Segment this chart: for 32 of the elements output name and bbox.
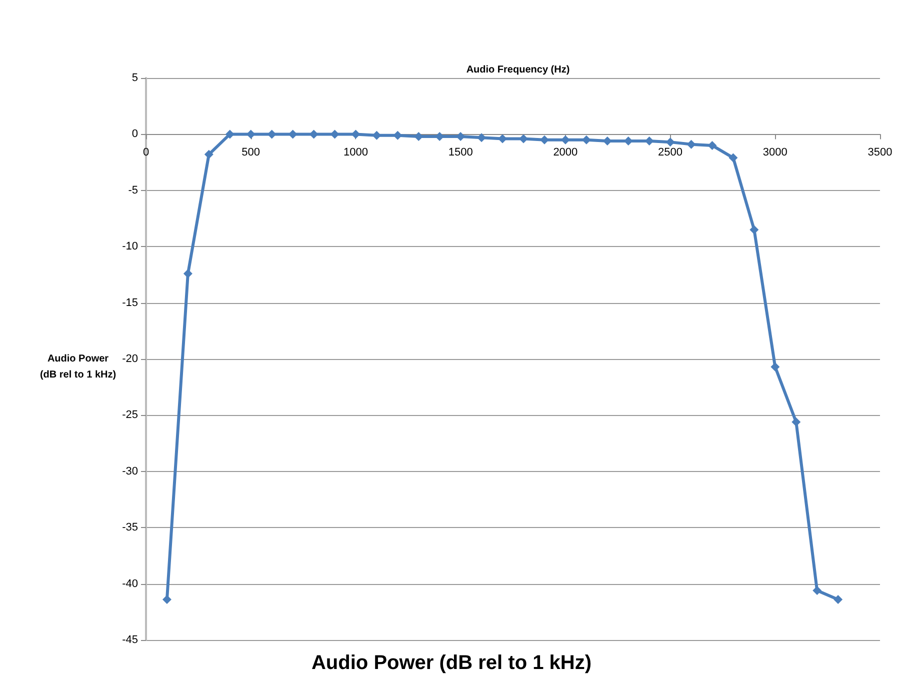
point (812, 586, 822, 596)
point (204, 150, 214, 159)
point (750, 225, 759, 234)
point (686, 140, 696, 149)
point (728, 153, 738, 162)
y-tick-label: 5 (132, 72, 138, 84)
x-tick-label: 3000 (762, 146, 788, 159)
y-axis-title: Audio Power (dB rel to 1 kHz) (40, 354, 116, 380)
x-tick-label: 1500 (448, 146, 473, 159)
point (162, 595, 172, 604)
y-tick-label: -35 (122, 522, 138, 534)
point (770, 362, 780, 372)
text: Audio Power (dB rel to 1 kHz) (311, 652, 592, 674)
x-tick-label: 3500 (868, 146, 892, 159)
y-tick-label: -45 (122, 634, 138, 646)
x-tick-label: 500 (242, 146, 260, 159)
y-tick-label: -25 (122, 409, 138, 422)
y-tick-label: -5 (128, 184, 138, 196)
x-tick-label: 1000 (343, 146, 368, 159)
x-tick-label: 0 (142, 146, 150, 159)
y-tick-label: -40 (122, 578, 138, 590)
y-tick-label: -15 (122, 296, 138, 309)
y-tick-label: -20 (122, 353, 138, 365)
point (708, 140, 717, 150)
x-tick-label: 2000 (553, 146, 578, 159)
y-tick-label: -30 (122, 465, 138, 478)
y-tick-label: 0 (132, 128, 138, 140)
y-tick-label: -10 (122, 240, 138, 253)
x-axis-title: Audio Frequency (Hz) (466, 64, 570, 76)
point (792, 417, 801, 426)
point (834, 595, 843, 604)
x-tick-label: 2500 (658, 146, 683, 159)
